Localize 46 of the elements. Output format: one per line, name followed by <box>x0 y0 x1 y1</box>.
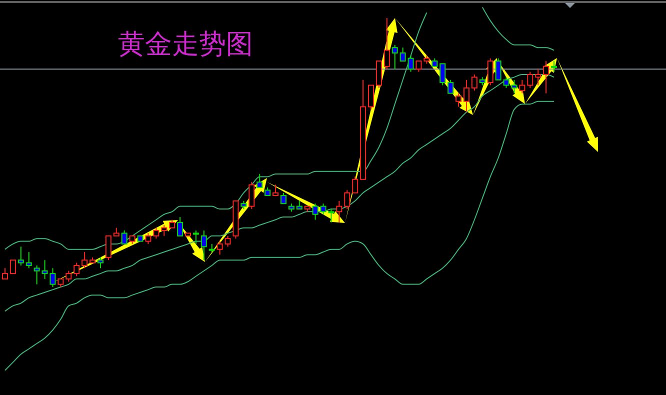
candlestick <box>105 235 112 261</box>
candlestick <box>10 260 16 274</box>
candlestick <box>471 74 478 92</box>
candlestick <box>519 79 526 94</box>
candlestick <box>400 47 406 62</box>
candlestick <box>463 79 470 113</box>
candlestick <box>280 192 286 204</box>
candlestick <box>2 268 8 280</box>
chart-title: 黄金走势图 <box>118 29 253 60</box>
candlestick <box>487 58 494 86</box>
candlestick <box>161 224 168 236</box>
candlestick <box>248 182 255 210</box>
candlestick <box>66 270 72 282</box>
candlestick <box>18 246 24 266</box>
candlestick <box>192 230 199 244</box>
candlestick <box>177 216 184 236</box>
candlestick <box>535 68 542 86</box>
candlestick <box>440 63 446 86</box>
candlestick <box>312 203 318 220</box>
candlestick <box>344 190 350 210</box>
candlestick <box>145 232 152 244</box>
candlestick <box>121 230 128 244</box>
candlestick <box>97 256 104 269</box>
candlestick <box>200 230 207 261</box>
candlestick <box>82 252 88 269</box>
candlestick <box>456 92 462 108</box>
candlestick <box>34 264 40 285</box>
candlestick <box>368 84 374 110</box>
candlestick <box>352 176 358 194</box>
candlestick <box>527 71 534 88</box>
candlestick <box>384 18 390 70</box>
candlestick <box>256 174 263 188</box>
candlestick <box>224 235 231 248</box>
candlestick <box>495 58 502 80</box>
candlestick <box>26 252 32 269</box>
candlestick <box>272 184 279 196</box>
candlestick <box>336 200 342 223</box>
candlestick <box>74 262 80 277</box>
candlestick <box>551 60 557 72</box>
candlestick <box>392 44 398 70</box>
candlestick <box>543 60 550 94</box>
candlestick <box>408 55 414 72</box>
candlestick <box>153 227 160 240</box>
candlestick <box>448 79 454 94</box>
candlestick <box>416 60 422 72</box>
candlestick <box>216 240 223 256</box>
